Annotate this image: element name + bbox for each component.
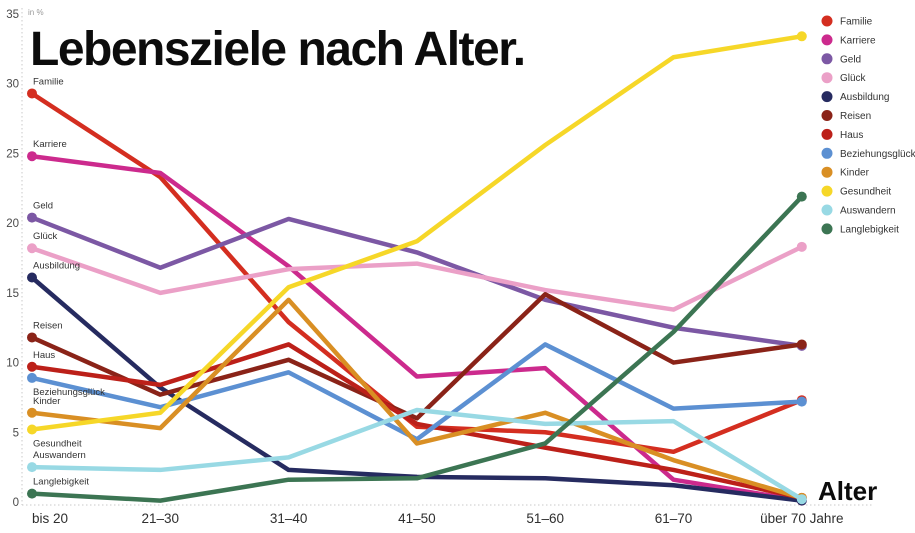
legend-swatch-familie [821,15,833,27]
series-endpoint-dot-beziehungsgl-ck [796,396,807,407]
y-tick-label: 25 [6,148,19,160]
y-tick-label: 15 [6,288,19,300]
series-line-langlebigkeit [29,194,805,503]
series-line-gl-ck [29,244,805,312]
legend-swatch-geld [821,53,833,65]
series-endpoint-dot-ausbildung [27,272,37,283]
series-line-reisen [29,291,805,421]
series-start-label-familie: Familie [33,76,64,87]
series-endpoint-dot-beziehungsgl-ck [27,372,37,383]
legend-label-familie: Familie [840,17,873,28]
chart-title: Lebensziele nach Alter. [30,23,526,76]
series-start-label-haus: Haus [33,350,55,361]
series-line-karriere [29,153,805,503]
y-tick-label: 0 [13,497,19,509]
y-tick-label: 10 [6,358,19,370]
legend-swatch-reisen [821,110,833,121]
legend-swatch-gl-ck [821,72,833,84]
series-endpoint-dot-gl-ck [796,241,807,252]
x-tick-label: bis 20 [32,511,68,526]
series-endpoint-dot-gl-ck [27,243,37,254]
series-endpoint-dot-gesundheit [796,31,807,42]
legend-swatch-langlebigkeit [821,223,833,235]
legend-label-kinder: Kinder [840,168,870,179]
y-tick-label: 30 [6,79,19,91]
x-tick-label: 21–30 [142,511,180,526]
legend-label-haus: Haus [840,130,863,141]
series-endpoint-dot-langlebigkeit [27,488,37,499]
series-endpoint-dot-geld [27,212,37,223]
series-endpoint-dot-haus [27,361,37,372]
x-tick-label: über 70 Jahre [760,511,843,526]
series-start-label-beziehungsgl-ck: Beziehungsglück [33,387,105,398]
y-tick-label: 5 [13,427,19,439]
legend-label-auswandern: Auswandern [840,206,896,217]
legend-swatch-auswandern [821,204,833,216]
series-start-label-langlebigkeit: Langlebigkeit [33,477,89,488]
legend-swatch-haus [821,128,833,140]
series-start-label-auswandern: Auswandern [33,450,86,461]
x-tick-label: 51–60 [526,511,564,526]
legend-swatch-kinder [821,166,833,178]
series-line-geld [29,215,805,349]
legend-label-karriere: Karriere [840,35,876,46]
legend-label-gesundheit: Gesundheit [840,187,891,198]
series-line-haus [29,342,805,501]
x-tick-label: 41–50 [398,511,436,526]
series-start-label-geld: Geld [33,201,53,212]
series-endpoint-dot-karriere [27,151,37,162]
series-line-familie [29,91,805,455]
y-axis-unit-label: in % [28,8,44,17]
legend-label-geld: Geld [840,54,861,65]
series-start-label-reisen: Reisen [33,320,63,331]
legend-label-ausbildung: Ausbildung [840,92,889,103]
legend-swatch-beziehungsgl-ck [821,147,833,159]
legend-swatch-karriere [821,34,833,46]
series-start-label-gl-ck: Glück [33,231,58,242]
y-tick-label: 35 [6,9,19,21]
series-line-beziehungsgl-ck [29,342,805,442]
series-endpoint-dot-reisen [27,332,37,343]
series-endpoint-dot-auswandern [27,462,37,473]
series-start-label-karriere: Karriere [33,139,67,150]
legend-label-gl-ck: Glück [840,73,867,84]
series-endpoint-dot-langlebigkeit [796,191,807,202]
series-endpoint-dot-familie [27,88,37,99]
series-line-auswandern [29,407,805,502]
series-start-label-ausbildung: Ausbildung [33,261,80,272]
series-start-label-gesundheit: Gesundheit [33,438,82,449]
x-axis-title: Alter [818,476,877,506]
series-line-kinder [29,297,805,501]
legend-label-reisen: Reisen [840,111,871,122]
y-tick-label: 20 [6,218,19,230]
series-endpoint-dot-gesundheit [27,424,37,435]
series-endpoint-dot-auswandern [796,494,807,505]
x-tick-label: 31–40 [270,511,308,526]
legend-swatch-gesundheit [821,185,833,197]
series-start-label-kinder: Kinder [33,396,60,407]
legend-label-langlebigkeit: Langlebigkeit [840,224,899,235]
legend-label-beziehungsgl-ck: Beziehungsglück [840,149,915,160]
series-line-gesundheit [29,34,805,432]
series-endpoint-dot-kinder [27,407,37,418]
x-tick-label: 61–70 [655,511,693,526]
series-endpoint-dot-reisen [796,339,807,350]
legend-swatch-ausbildung [821,91,833,103]
